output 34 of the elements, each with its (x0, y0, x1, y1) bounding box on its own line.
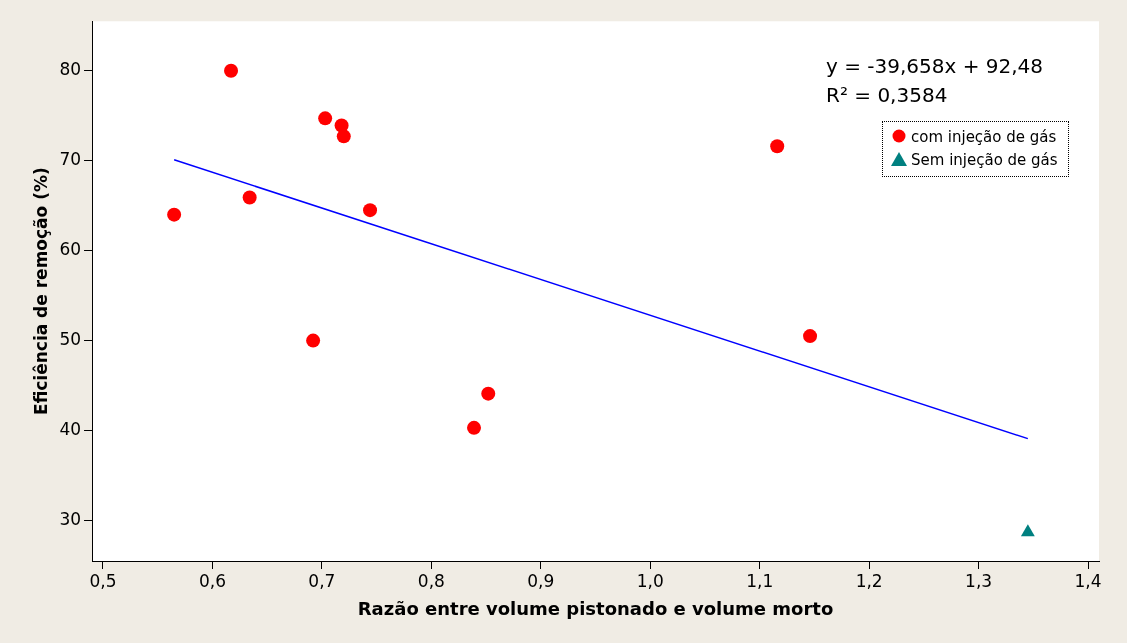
point (318, 111, 333, 126)
point (167, 207, 182, 222)
point (770, 139, 785, 154)
x-tick-label: 1,0 (636, 570, 664, 591)
y-tick-label: 80 (59, 59, 82, 80)
legend-label: Sem injeção de gás (910, 150, 1058, 172)
x-tick-label: 0,8 (417, 570, 445, 591)
point (803, 329, 818, 344)
x-tick-label: 1,4 (1074, 570, 1102, 591)
point (1020, 524, 1035, 537)
x-tick-label: 1,2 (855, 570, 883, 591)
point (306, 333, 321, 348)
y-tick-label: 30 (59, 508, 82, 529)
y-tick-label: 40 (59, 418, 82, 439)
x-tick-label: 0,6 (198, 570, 226, 591)
point (242, 190, 257, 205)
x-tick-label: 1,3 (965, 570, 993, 591)
point (481, 386, 496, 401)
annotation: R² = 0,3584 (826, 82, 949, 109)
x-tick-label: 0,7 (308, 570, 336, 591)
y-tick-label: 50 (59, 329, 82, 349)
y-tick-label: 70 (59, 149, 82, 170)
point (336, 129, 351, 144)
annotation: y = -39,658x + 92,48 (826, 53, 1044, 80)
y-tick-label: 60 (59, 239, 82, 260)
x-tick-label: 0,5 (89, 570, 117, 591)
legend-label: com injeção de gás (910, 127, 1058, 149)
x-tick-label: 0,9 (527, 570, 555, 591)
x-tick-label: 1,1 (746, 570, 774, 591)
point (467, 420, 482, 435)
x-axis-title: Razão entre volume pistonado e volume morto (357, 597, 834, 619)
y-axis-title: Eficiência de remoção (%) (30, 167, 51, 415)
point (363, 203, 378, 218)
point (224, 63, 239, 78)
